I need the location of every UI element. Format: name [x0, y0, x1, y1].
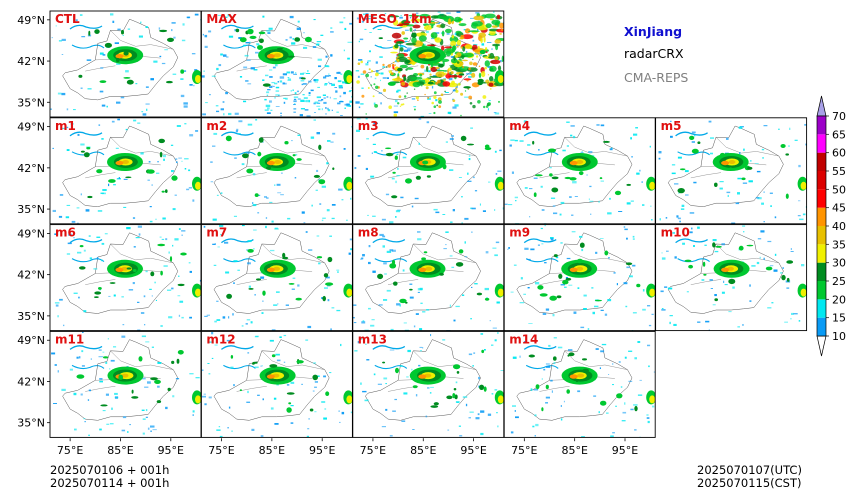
colorbar-tick-label: 20	[832, 293, 846, 306]
lon-tick-label: 95°E	[309, 444, 335, 457]
lat-tick-label: 35°N	[17, 96, 45, 109]
lon-tick-label: 95°E	[460, 444, 486, 457]
valid-time-utc: 2025070107(UTC)	[697, 463, 802, 477]
panel-label: m10	[661, 226, 690, 240]
colorbar-extend-min	[816, 335, 827, 357]
panel-label: m14	[509, 332, 538, 346]
init-time-line-1: 2025070106 + 001h	[50, 463, 170, 477]
colorbar-tick-label: 55	[832, 165, 846, 178]
panel-label: m5	[661, 119, 682, 133]
lon-tick-labels: 75°E 85°E 95°E 75°E 85°E 95°E 75°E 85°E 95°E 75°E…	[57, 438, 638, 457]
panel-m13: m13	[352, 330, 505, 438]
colorbar-band	[817, 152, 826, 171]
colorbar-tick-label: 60	[832, 147, 846, 160]
panel-label: m13	[358, 332, 387, 346]
system-title: CMA-REPS	[624, 70, 689, 85]
lon-tick-label: 75°E	[208, 444, 234, 457]
panel-m4: m4	[503, 117, 656, 225]
lon-tick-label: 95°E	[158, 444, 184, 457]
panel-label: m4	[509, 119, 530, 133]
panel-m11: m11	[49, 330, 202, 438]
panel-label: m8	[358, 226, 379, 240]
panel-m8: m8	[352, 224, 505, 332]
panel-m2: m2	[200, 117, 353, 225]
colorbar-tick-label: 10	[832, 330, 846, 343]
colorbar-band	[817, 134, 826, 153]
lon-tick-label: 75°E	[511, 444, 537, 457]
panel-label: m11	[55, 332, 84, 346]
colorbar-tick-label: 40	[832, 220, 846, 233]
panel-m3: m3	[352, 117, 505, 225]
panel-label: m2	[206, 119, 227, 133]
init-time-line-2: 2025070114 + 001h	[50, 476, 170, 490]
colorbar-band	[817, 226, 826, 245]
panel-m5: m5	[655, 117, 808, 225]
colorbar-tick-label: 45	[832, 202, 846, 215]
lat-tick-label: 35°N	[17, 417, 45, 430]
lat-tick-label: 49°N	[17, 14, 45, 27]
lat-tick-label: 49°N	[17, 121, 45, 134]
panel-label: m12	[206, 332, 235, 346]
lon-tick-label: 75°E	[360, 444, 386, 457]
panel-m1: m1	[49, 117, 202, 225]
panel-max: MAX	[200, 10, 353, 118]
lat-tick-label: 49°N	[17, 334, 45, 347]
lon-tick-label: 85°E	[410, 444, 436, 457]
panel-grid: CTL MAX MESO_1km m1 m2 m3 m4 m5 m6 m7 m8 m9 m10 m11 m1…	[49, 10, 808, 438]
colorbar-band	[817, 299, 826, 318]
colorbar-extend-max	[816, 95, 827, 117]
lat-tick-label: 42°N	[17, 55, 45, 68]
panel-meso-1km: MESO_1km	[352, 10, 505, 118]
region-title: XinJiang	[624, 24, 683, 39]
colorbar-tick-label: 65	[832, 128, 846, 141]
panel-label: m1	[55, 119, 76, 133]
panel-m6: m6	[49, 224, 202, 332]
lon-tick-label: 85°E	[561, 444, 587, 457]
panel-label: m7	[206, 226, 227, 240]
colorbar-band	[817, 116, 826, 135]
colorbar-tick-label: 30	[832, 257, 846, 270]
lon-tick-label: 75°E	[57, 444, 83, 457]
colorbar-tick-label: 70	[832, 110, 846, 123]
lon-tick-label: 95°E	[612, 444, 638, 457]
colorbar-band	[817, 262, 826, 281]
lon-tick-label: 85°E	[107, 444, 133, 457]
lat-tick-labels: 35°N 42°N 49°N 35°N 42°N 49°N 35°N 42°N 49°N 35°N…	[17, 14, 50, 430]
panel-label: m9	[509, 226, 530, 240]
panel-m9: m9	[503, 224, 656, 332]
colorbar-band	[817, 207, 826, 226]
panel-ctl: CTL	[49, 10, 202, 118]
colorbar-band	[817, 281, 826, 300]
panel-m7: m7	[200, 224, 353, 332]
lat-tick-label: 42°N	[17, 269, 45, 282]
panel-label: MAX	[206, 12, 237, 26]
colorbar-band	[817, 171, 826, 190]
lat-tick-label: 49°N	[17, 227, 45, 240]
colorbar: 10 15 20 25 30 35 40 45 50 55 60 65 70	[816, 95, 846, 357]
colorbar-tick-label: 50	[832, 183, 846, 196]
lat-tick-label: 35°N	[17, 203, 45, 216]
panel-label: MESO_1km	[358, 12, 432, 27]
colorbar-tick-label: 35	[832, 238, 846, 251]
lat-tick-label: 42°N	[17, 376, 45, 389]
colorbar-tick-label: 15	[832, 312, 846, 325]
panel-m12: m12	[200, 330, 353, 438]
product-title: radarCRX	[624, 46, 684, 61]
valid-time-cst: 2025070115(CST)	[697, 476, 802, 490]
colorbar-band	[817, 244, 826, 263]
panel-m10: m10	[655, 224, 808, 332]
colorbar-band	[817, 189, 826, 208]
colorbar-band	[817, 317, 826, 336]
lon-tick-label: 85°E	[259, 444, 285, 457]
colorbar-tick-label: 25	[832, 275, 846, 288]
panel-m14: m14	[503, 330, 656, 438]
panel-label: m3	[358, 119, 379, 133]
panel-label: CTL	[55, 12, 80, 26]
panel-label: m6	[55, 226, 76, 240]
lat-tick-label: 42°N	[17, 162, 45, 175]
lat-tick-label: 35°N	[17, 310, 45, 323]
